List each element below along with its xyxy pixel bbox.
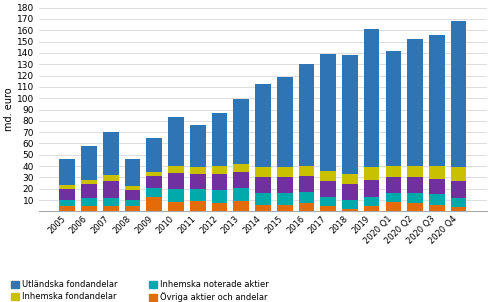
- Bar: [320, 181, 336, 197]
- Bar: [299, 176, 314, 192]
- Bar: [255, 167, 271, 178]
- Bar: [451, 181, 466, 198]
- Bar: [364, 197, 380, 206]
- Bar: [125, 159, 140, 187]
- Bar: [385, 51, 401, 166]
- Bar: [59, 189, 75, 200]
- Bar: [168, 189, 184, 202]
- Bar: [299, 204, 314, 211]
- Bar: [385, 178, 401, 193]
- Bar: [342, 200, 358, 209]
- Bar: [364, 180, 380, 197]
- Bar: [320, 197, 336, 206]
- Bar: [212, 174, 227, 190]
- Bar: [233, 99, 249, 164]
- Bar: [59, 159, 75, 185]
- Bar: [146, 172, 162, 176]
- Bar: [146, 197, 162, 211]
- Bar: [81, 198, 97, 206]
- Bar: [146, 188, 162, 197]
- Bar: [212, 113, 227, 166]
- Bar: [429, 205, 445, 211]
- Bar: [190, 174, 206, 189]
- Legend: Utländska fondandelar, Inhemska fondandelar, Utländska noterade aktier, Inhemska: Utländska fondandelar, Inhemska fondande…: [7, 277, 273, 302]
- Bar: [277, 193, 293, 205]
- Bar: [103, 206, 118, 211]
- Bar: [255, 83, 271, 167]
- Bar: [233, 172, 249, 188]
- Bar: [277, 77, 293, 167]
- Bar: [364, 167, 380, 180]
- Bar: [385, 166, 401, 178]
- Bar: [255, 193, 271, 205]
- Bar: [125, 200, 140, 206]
- Bar: [451, 198, 466, 207]
- Bar: [408, 178, 423, 193]
- Bar: [168, 166, 184, 173]
- Bar: [342, 55, 358, 174]
- Bar: [429, 166, 445, 178]
- Y-axis label: md. euro: md. euro: [4, 88, 14, 131]
- Bar: [168, 173, 184, 189]
- Bar: [342, 209, 358, 211]
- Bar: [364, 29, 380, 167]
- Bar: [125, 206, 140, 211]
- Bar: [299, 192, 314, 204]
- Bar: [233, 188, 249, 201]
- Bar: [451, 167, 466, 181]
- Bar: [408, 39, 423, 166]
- Bar: [59, 200, 75, 206]
- Bar: [103, 132, 118, 175]
- Bar: [277, 178, 293, 193]
- Bar: [385, 202, 401, 211]
- Bar: [190, 201, 206, 211]
- Bar: [212, 190, 227, 204]
- Bar: [299, 166, 314, 176]
- Bar: [59, 185, 75, 189]
- Bar: [277, 205, 293, 211]
- Bar: [81, 206, 97, 211]
- Bar: [429, 178, 445, 194]
- Bar: [451, 21, 466, 167]
- Bar: [212, 204, 227, 211]
- Bar: [190, 125, 206, 167]
- Bar: [146, 138, 162, 172]
- Bar: [342, 174, 358, 184]
- Bar: [233, 201, 249, 211]
- Bar: [103, 175, 118, 181]
- Bar: [342, 184, 358, 200]
- Bar: [81, 180, 97, 184]
- Bar: [320, 206, 336, 211]
- Bar: [81, 184, 97, 198]
- Bar: [320, 54, 336, 171]
- Bar: [429, 194, 445, 205]
- Bar: [408, 193, 423, 204]
- Bar: [103, 181, 118, 198]
- Bar: [59, 206, 75, 211]
- Bar: [277, 167, 293, 178]
- Bar: [320, 171, 336, 181]
- Bar: [103, 198, 118, 206]
- Bar: [299, 64, 314, 166]
- Bar: [190, 167, 206, 174]
- Bar: [408, 204, 423, 211]
- Bar: [429, 35, 445, 166]
- Bar: [233, 164, 249, 172]
- Bar: [125, 187, 140, 190]
- Bar: [190, 189, 206, 201]
- Bar: [125, 190, 140, 200]
- Bar: [408, 166, 423, 178]
- Bar: [451, 207, 466, 211]
- Bar: [255, 205, 271, 211]
- Bar: [168, 202, 184, 211]
- Bar: [81, 146, 97, 180]
- Bar: [364, 206, 380, 211]
- Bar: [212, 166, 227, 174]
- Bar: [168, 117, 184, 166]
- Bar: [385, 193, 401, 202]
- Bar: [255, 178, 271, 193]
- Bar: [146, 176, 162, 188]
